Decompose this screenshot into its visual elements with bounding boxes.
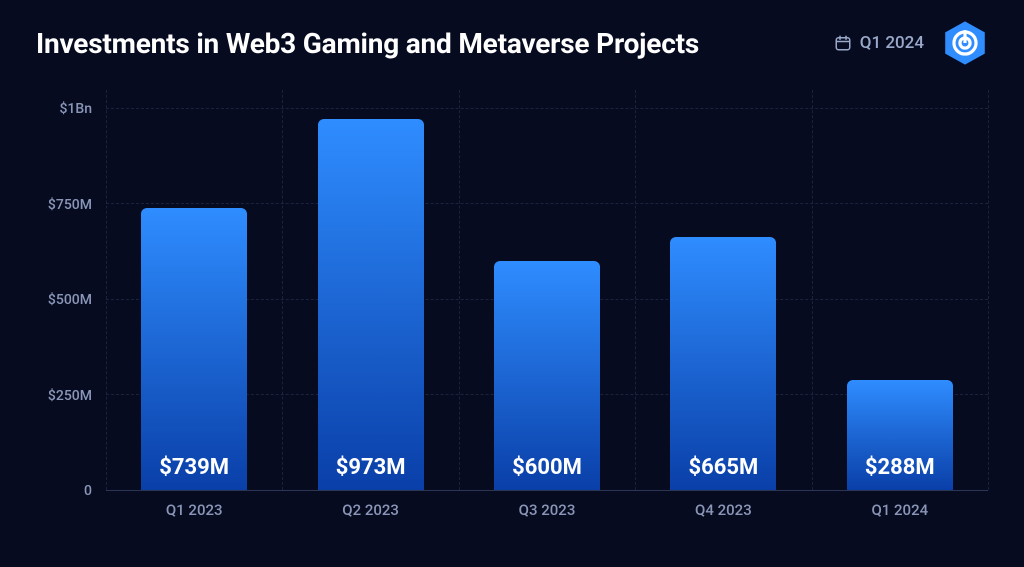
x-axis-tick: Q4 2023: [695, 501, 752, 519]
x-axis-tick: Q2 2023: [342, 501, 399, 519]
brand-logo-icon: [942, 20, 988, 66]
gridline-vertical: [106, 90, 107, 490]
y-axis-tick: $250M: [48, 388, 92, 404]
bar-value-label: $665M: [689, 455, 759, 480]
y-axis-tick: 0: [84, 483, 92, 499]
gridline-vertical: [282, 90, 283, 490]
period-badge: Q1 2024: [834, 33, 924, 53]
bar-value-label: $288M: [865, 455, 935, 480]
y-axis-tick: $500M: [48, 292, 92, 308]
y-axis-tick: $1Bn: [59, 101, 92, 117]
header: Investments in Web3 Gaming and Metaverse…: [36, 20, 988, 66]
x-axis: Q1 2023 Q2 2023 Q3 2023 Q4 2023 Q1 2024: [106, 491, 988, 527]
chart-title: Investments in Web3 Gaming and Metaverse…: [36, 27, 699, 60]
bar: $973M: [318, 119, 424, 490]
bar: $739M: [141, 208, 247, 490]
period-label: Q1 2024: [860, 33, 924, 53]
bar: $288M: [847, 380, 953, 490]
x-axis-tick: Q1 2024: [871, 501, 928, 519]
bar-value-label: $973M: [336, 455, 406, 480]
y-axis-tick: $750M: [48, 197, 92, 213]
x-axis-tick: Q1 2023: [166, 501, 223, 519]
calendar-icon: [834, 34, 852, 52]
gridline-horizontal: [106, 108, 988, 109]
bar: $600M: [494, 261, 600, 490]
x-axis-tick: Q3 2023: [519, 501, 576, 519]
gridline-vertical: [635, 90, 636, 490]
gridline-vertical: [988, 90, 989, 490]
plot-area: $739M $973M $600M $665M $288M: [106, 90, 988, 491]
bar-value-label: $600M: [512, 455, 582, 480]
y-axis: 0$250M$500M$750M$1Bn: [36, 90, 100, 491]
chart-area: 0 $250M $500M $750M $1Bn $739M $973M $600M $665…: [36, 90, 988, 527]
bar-value-label: $739M: [159, 455, 229, 480]
header-right: Q1 2024: [834, 20, 988, 66]
gridline-horizontal: [106, 203, 988, 204]
bar: $665M: [670, 237, 776, 490]
gridline-vertical: [459, 90, 460, 490]
gridline-vertical: [812, 90, 813, 490]
